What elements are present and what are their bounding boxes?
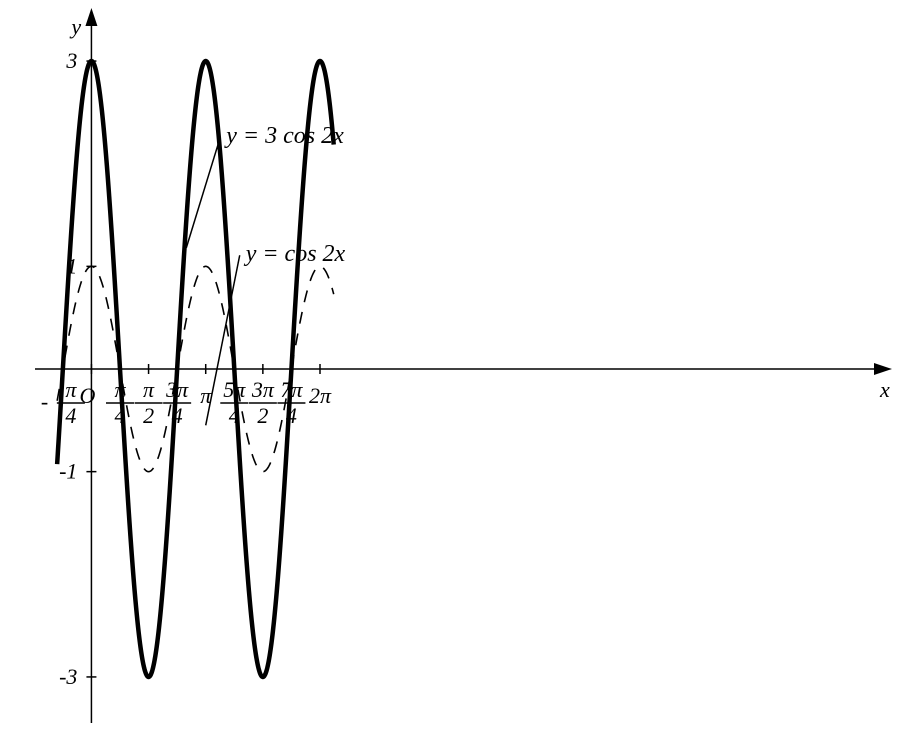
svg-text:2: 2 xyxy=(143,403,154,428)
x-tick: π4 xyxy=(106,377,134,428)
x-tick: O xyxy=(79,383,95,408)
y-tick: -3 xyxy=(59,664,77,689)
y-tick: 1 xyxy=(66,253,77,278)
y-tick: -1 xyxy=(59,459,77,484)
x-axis-label: x xyxy=(879,377,890,402)
series-label-cos2x: y = cos 2x xyxy=(244,241,346,267)
svg-text:3π: 3π xyxy=(165,377,189,402)
svg-text:π: π xyxy=(114,377,126,402)
svg-text:2: 2 xyxy=(257,403,268,428)
svg-text:4: 4 xyxy=(286,403,297,428)
svg-text:4: 4 xyxy=(172,403,183,428)
y-axis-label: y xyxy=(69,14,81,39)
svg-text:2π: 2π xyxy=(309,383,332,408)
svg-text:4: 4 xyxy=(115,403,126,428)
svg-text:π: π xyxy=(143,377,155,402)
x-tick: π2 xyxy=(135,377,163,428)
trig-chart: yx -π4Oπ4π23π4π5π43π27π42π31-1-3 y = cos… xyxy=(0,0,900,748)
y-tick: 3 xyxy=(65,48,77,73)
svg-text:O: O xyxy=(79,383,95,408)
x-tick: 3π4 xyxy=(163,377,191,428)
svg-text:7π: 7π xyxy=(280,377,303,402)
svg-text:5π: 5π xyxy=(223,377,246,402)
svg-text:4: 4 xyxy=(65,403,76,428)
axes: yx xyxy=(35,8,892,723)
svg-text:4: 4 xyxy=(229,403,240,428)
x-tick: 3π2 xyxy=(249,377,277,428)
svg-text:-: - xyxy=(41,389,48,414)
series-label-3cos2x: y = 3 cos 2x xyxy=(224,123,344,149)
svg-text:π: π xyxy=(65,377,77,402)
x-tick: 2π xyxy=(309,383,332,408)
svg-text:3π: 3π xyxy=(251,377,275,402)
